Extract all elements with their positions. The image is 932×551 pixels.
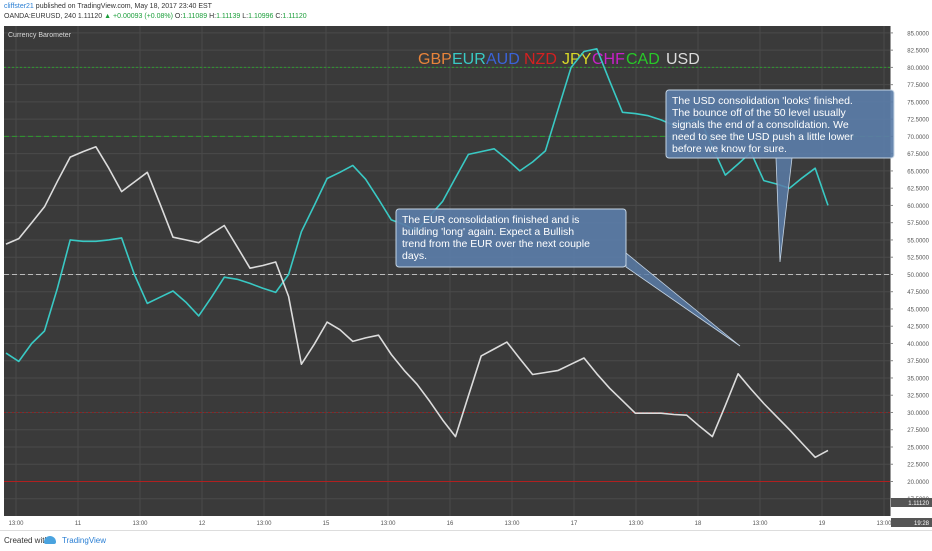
annotation-text: signals the end of a consolidation. We [672,119,849,131]
price-label: 1.11120 [908,501,929,507]
x-tick-label: 13:00 [752,521,768,527]
low-value: 1.10996 [248,13,274,20]
time-label: 19:28 [914,521,930,527]
annotation-callout: The EUR consolidation finished and isbui… [395,208,741,347]
ohlc-line: OANDA:EURUSD, 240 1.11120 ▲ +0.00093 (+0… [4,12,307,21]
created-with-label: Created with [4,536,49,545]
x-tick-label: 13:00 [504,521,520,527]
tradingview-logo-icon [44,536,56,544]
y-tick-label: 62.5000 [907,187,929,193]
y-tick-label: 67.5000 [907,152,929,158]
annotation-text: need to see the USD push a little lower [672,131,854,143]
legend-item-nzd: NZD [524,51,557,68]
x-tick-label: 13:00 [256,521,272,527]
price-label-bg [891,498,932,507]
legend-item-usd: USD [666,51,700,68]
chart-header: cliffster21 published on TradingView.com… [0,0,932,24]
y-tick-label: 40.0000 [907,342,929,348]
legend-item-aud: AUD [486,51,520,68]
y-tick-label: 30.0000 [907,411,929,417]
publish-info: published on TradingView.com, May 18, 20… [35,3,212,10]
y-tick-label: 65.0000 [907,169,929,175]
close-label: C: [275,13,283,20]
y-tick-label: 70.0000 [907,135,929,141]
x-tick-label: 12 [199,521,206,527]
annotation-text: trend from the EUR over the next couple [402,238,590,250]
annotation-text: The bounce off of the 50 level usually [672,107,847,119]
price-axis[interactable] [890,26,932,516]
annotation-callout: The USD consolidation 'looks' finished.T… [665,89,895,263]
annotation-text: The EUR consolidation finished and is [402,214,579,226]
y-tick-label: 35.0000 [907,376,929,382]
annotation-text: before we know for sure. [672,143,787,155]
time-label-bg [891,518,932,527]
annotation-pointer [625,252,741,347]
y-tick-label: 20.0000 [907,480,929,486]
x-tick-label: 19 [819,521,826,527]
author-link[interactable]: cliffster21 [4,3,34,10]
x-tick-label: 15 [323,521,330,527]
y-tick-label: 42.5000 [907,325,929,331]
y-tick-label: 57.5000 [907,221,929,227]
y-tick-label: 82.5000 [907,49,929,55]
x-tick-label: 18 [695,521,702,527]
annotation-box [395,208,627,268]
y-tick-label: 50.0000 [907,273,929,279]
annotation-text: The USD consolidation 'looks' finished. [672,95,853,107]
x-tick-label: 13:00 [380,521,396,527]
open-value: 1.11089 [182,13,208,20]
annotation-box [665,89,895,159]
y-tick-label: 45.0000 [907,307,929,313]
symbol-label: OANDA:EURUSD, 240 [4,13,76,20]
y-tick-label: 22.5000 [907,463,929,469]
x-tick-label: 13:00 [132,521,148,527]
publish-line: cliffster21 published on TradingView.com… [4,2,212,11]
high-value: 1.11139 [216,13,241,20]
y-tick-label: 80.0000 [907,66,929,72]
y-tick-label: 77.5000 [907,83,929,89]
y-tick-label: 60.0000 [907,204,929,210]
legend-item-chf: CHF [592,51,625,68]
y-tick-label: 52.5000 [907,256,929,262]
time-axis[interactable] [4,516,890,528]
y-tick-label: 25.0000 [907,445,929,451]
tradingview-brand[interactable]: TradingView [62,536,107,545]
y-tick-label: 85.0000 [907,31,929,37]
up-arrow-icon: ▲ [104,13,112,20]
y-tick-label: 75.0000 [907,100,929,106]
y-tick-label: 72.5000 [907,118,929,124]
y-tick-label: 37.5000 [907,359,929,365]
open-label: O: [174,13,183,20]
y-tick-label: 47.5000 [907,290,929,296]
series-line-usd [5,146,829,459]
y-tick-label: 55.0000 [907,238,929,244]
last-price: 1.11120 [77,13,103,20]
chart-title: Currency Barometer [8,32,72,39]
x-tick-label: 13:00 [876,521,892,527]
y-tick-label: 27.5000 [907,428,929,434]
footer: Created with TradingView [0,530,932,551]
x-tick-label: 13:00 [8,521,24,527]
price-change: +0.00093 (+0.08%) [113,13,173,20]
x-tick-label: 11 [75,521,82,527]
legend-item-cad: CAD [626,51,660,68]
y-tick-label: 32.5000 [907,394,929,400]
x-tick-label: 17 [571,521,578,527]
legend-item-eur: EUR [452,51,486,68]
legend-item-gbp: GBP [418,51,452,68]
annotation-text: building 'long' again. Expect a Bullish [402,226,574,238]
annotation-text: days. [402,250,427,262]
high-label: H: [209,13,217,20]
x-tick-label: 13:00 [628,521,644,527]
x-tick-label: 16 [447,521,454,527]
close-value: 1.11120 [282,13,307,20]
annotation-pointer [775,157,793,263]
low-label: L: [242,13,249,20]
